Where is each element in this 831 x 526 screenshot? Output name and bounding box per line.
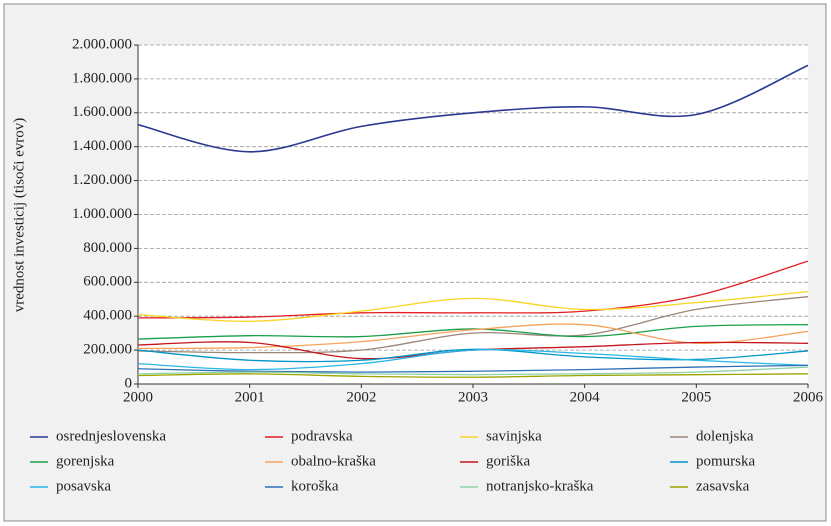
- series-line: [137, 348, 809, 371]
- series-line: [137, 373, 809, 378]
- series-line: [137, 260, 809, 319]
- legend-label: koroška: [291, 478, 339, 494]
- legend-label: zasavska: [696, 478, 750, 494]
- legend-label: gorenjska: [56, 453, 115, 469]
- y-tick-label: 2.000.000: [72, 36, 132, 52]
- y-tick-label: 800.000: [83, 240, 132, 256]
- legend-label: posavska: [56, 478, 111, 494]
- y-tick-label: 1.400.000: [72, 138, 132, 154]
- y-tick-label: 400.000: [83, 308, 132, 324]
- y-tick-label: 1.000.000: [72, 206, 132, 222]
- series-line: [137, 324, 809, 340]
- y-tick-label: 600.000: [83, 274, 132, 290]
- y-tick-label: 0: [125, 375, 133, 391]
- x-tick-label: 2001: [235, 389, 265, 405]
- legend-label: osrednjeslovenska: [56, 428, 166, 444]
- series-line: [137, 348, 809, 363]
- series-line: [137, 364, 809, 373]
- y-tick-label: 1.200.000: [72, 172, 132, 188]
- y-tick-label: 200.000: [83, 342, 132, 358]
- x-tick-label: 2002: [346, 389, 376, 405]
- legend-label: pomurska: [696, 453, 756, 469]
- legend-label: notranjsko-kraška: [486, 478, 594, 494]
- series-line: [137, 64, 809, 153]
- x-tick-label: 2003: [458, 389, 488, 405]
- legend-label: goriška: [486, 453, 531, 469]
- series-line: [137, 366, 809, 376]
- x-tick-label: 2004: [570, 389, 601, 405]
- y-tick-label: 1.800.000: [72, 70, 132, 86]
- x-tick-label: 2006: [793, 389, 824, 405]
- series-line: [137, 296, 809, 354]
- legend-label: podravska: [291, 428, 353, 444]
- y-tick-label: 1.600.000: [72, 104, 132, 120]
- x-tick-label: 2005: [681, 389, 711, 405]
- series-line: [137, 290, 809, 322]
- legend-label: savinjska: [486, 428, 542, 444]
- x-tick-label: 2000: [123, 389, 153, 405]
- series-line: [137, 323, 809, 350]
- y-axis-label: vrednost investicij (tisoči evrov): [11, 118, 27, 313]
- legend-label: obalno-kraška: [291, 453, 376, 469]
- legend-label: dolenjska: [696, 428, 754, 444]
